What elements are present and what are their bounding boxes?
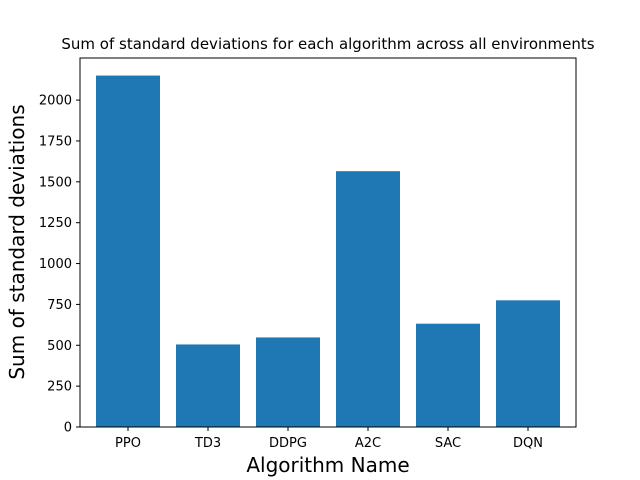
- y-tick-label-500: 500: [47, 339, 72, 354]
- plot-area: 0 250 500 750 1000 1250 1500 1750 2000 PPO TD3 DDPG…: [39, 57, 577, 451]
- x-tick-label-td3: TD3: [194, 436, 221, 451]
- y-tick-label-750: 750: [47, 298, 72, 313]
- x-axis-label: Algorithm Name: [246, 453, 409, 477]
- y-tick-label-1750: 1750: [39, 134, 72, 149]
- bar-a2c: [336, 171, 400, 427]
- x-tick-label-ppo: PPO: [115, 436, 141, 451]
- y-tick-label-0: 0: [64, 421, 72, 436]
- chart-title: Sum of standard deviations for each algo…: [61, 35, 594, 53]
- bar-ppo: [96, 75, 160, 427]
- bar-td3: [176, 344, 240, 427]
- bar-ddpg: [256, 337, 320, 427]
- y-axis-label: Sum of standard deviations: [5, 104, 29, 379]
- y-tick-label-1500: 1500: [39, 175, 72, 190]
- bar-dqn: [496, 300, 560, 427]
- x-tick-label-ddpg: DDPG: [269, 436, 307, 451]
- axes-frame: [79, 57, 577, 428]
- x-tick-label-a2c: A2C: [355, 436, 381, 451]
- x-tick-label-dqn: DQN: [513, 436, 543, 451]
- bar-sac: [416, 323, 480, 427]
- y-tick-label-1250: 1250: [39, 216, 72, 231]
- y-tick-label-1000: 1000: [39, 257, 72, 272]
- y-tick-label-250: 250: [47, 380, 72, 395]
- y-tick-label-2000: 2000: [39, 94, 72, 109]
- x-tick-label-sac: SAC: [435, 436, 461, 451]
